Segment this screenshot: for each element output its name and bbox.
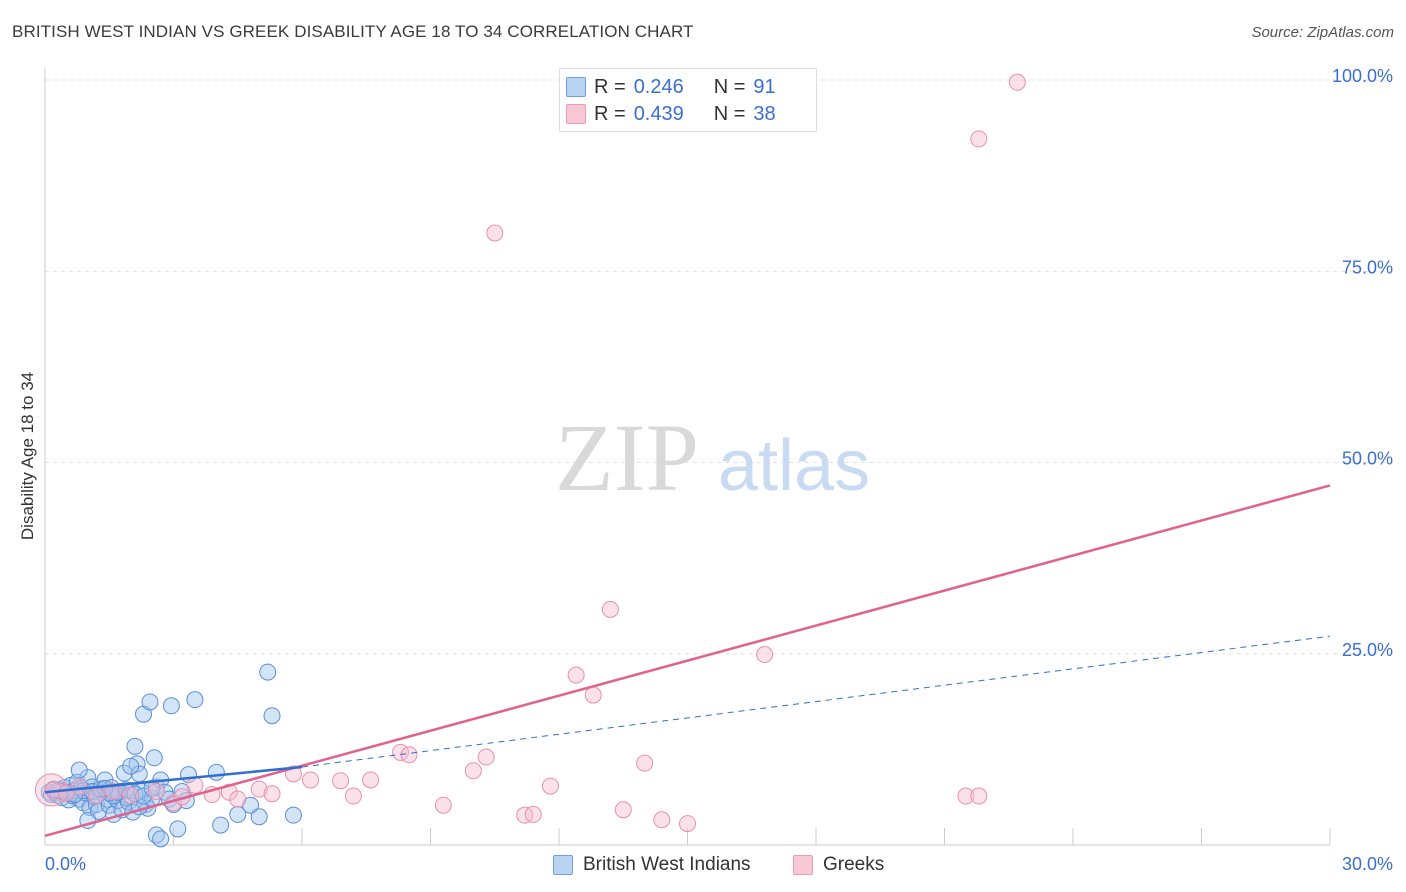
series-british-west-indians	[40, 663, 302, 848]
data-point	[970, 787, 988, 805]
pink-swatch	[793, 855, 813, 875]
data-point	[128, 755, 146, 773]
data-point	[284, 806, 302, 824]
r-label: R =	[594, 102, 626, 125]
data-point	[614, 801, 632, 819]
data-point	[486, 224, 504, 242]
x-tick-label: 30.0%	[1342, 854, 1393, 874]
data-point	[302, 771, 320, 789]
data-point	[584, 686, 602, 704]
data-point	[152, 830, 170, 848]
legend-label: British West Indians	[583, 854, 751, 875]
r-label: R =	[594, 75, 626, 98]
gridlines	[45, 79, 1393, 655]
data-point	[601, 600, 619, 618]
data-point	[636, 754, 654, 772]
data-point	[115, 764, 133, 782]
data-point	[250, 780, 268, 798]
data-point	[516, 806, 534, 824]
data-point	[141, 693, 159, 711]
n-value: 38	[753, 102, 776, 125]
data-point	[541, 777, 559, 795]
y-tick-labels: 25.0% 50.0% 75.0% 100.0%	[1332, 66, 1393, 660]
data-point	[259, 663, 277, 681]
n-label: N =	[713, 102, 746, 125]
source-credit: Source: ZipAtlas.com	[1251, 24, 1394, 41]
data-point	[229, 790, 247, 808]
trend-lines	[44, 484, 1331, 838]
legend-row-greeks: R = 0.439 N = 38	[566, 101, 776, 127]
data-point	[145, 749, 163, 767]
data-point	[263, 785, 281, 803]
data-point	[250, 808, 268, 826]
data-point	[122, 757, 140, 775]
watermark: ZIP atlas	[555, 404, 870, 511]
series-legend: British West Indians Greeks	[0, 850, 1406, 880]
data-point	[263, 707, 281, 725]
data-point	[70, 761, 88, 779]
correlation-legend: R = 0.246 N = 91 R = 0.439 N = 38	[559, 68, 817, 132]
blue-swatch	[553, 855, 573, 875]
legend-row-british-west-indians: R = 0.246 N = 91	[566, 74, 776, 100]
data-point	[220, 783, 238, 801]
data-point	[186, 691, 204, 709]
data-point	[1008, 73, 1026, 91]
data-point	[186, 776, 204, 794]
data-point	[229, 805, 247, 823]
data-point	[169, 820, 187, 838]
trend-line-british-west-indians	[44, 765, 303, 794]
data-point	[400, 746, 418, 764]
data-point	[105, 782, 123, 800]
data-point	[344, 787, 362, 805]
x-tick-labels: 0.0% 30.0%	[45, 854, 1393, 874]
data-point	[756, 646, 774, 664]
data-point	[332, 772, 350, 790]
data-point	[477, 748, 495, 766]
data-point	[464, 762, 482, 780]
y-tick-label: 50.0%	[1342, 449, 1393, 469]
y-tick-label: 75.0%	[1342, 257, 1393, 277]
y-tick-label: 100.0%	[1332, 66, 1393, 86]
y-tick-label: 25.0%	[1342, 640, 1393, 660]
data-point	[957, 787, 975, 805]
data-point	[70, 778, 88, 796]
pink-swatch	[566, 104, 586, 124]
data-point	[970, 130, 988, 148]
legend-label: Greeks	[823, 854, 885, 875]
data-point	[147, 782, 165, 800]
n-label: N =	[713, 75, 746, 98]
axes	[44, 68, 1331, 846]
watermark-atlas: atlas	[718, 426, 870, 506]
data-point	[524, 805, 542, 823]
data-point	[87, 787, 105, 805]
data-point	[126, 737, 144, 755]
data-point	[567, 666, 585, 684]
data-point	[434, 796, 452, 814]
data-point	[679, 815, 696, 833]
legend-item-british-west-indians: British West Indians	[553, 850, 751, 880]
blue-swatch	[566, 77, 586, 97]
legend-item-greeks: Greeks	[793, 850, 884, 880]
chart-title: BRITISH WEST INDIAN VS GREEK DISABILITY …	[12, 22, 694, 41]
n-value: 91	[753, 75, 776, 98]
data-point	[122, 786, 140, 804]
r-value: 0.439	[633, 102, 684, 125]
trend-line-greeks	[44, 484, 1331, 838]
data-point	[207, 763, 225, 781]
x-tick-label: 0.0%	[45, 854, 86, 874]
data-point	[212, 816, 230, 834]
y-axis-label: Disability Age 18 to 34	[18, 372, 37, 540]
series-greeks	[34, 73, 1026, 833]
watermark-zip: ZIP	[555, 404, 699, 511]
r-value: 0.246	[633, 75, 684, 98]
data-point	[653, 811, 671, 829]
data-point	[162, 697, 180, 715]
data-point	[362, 771, 380, 789]
data-point	[100, 796, 118, 814]
trend-line-british-west-indians-dashed	[301, 635, 1331, 768]
